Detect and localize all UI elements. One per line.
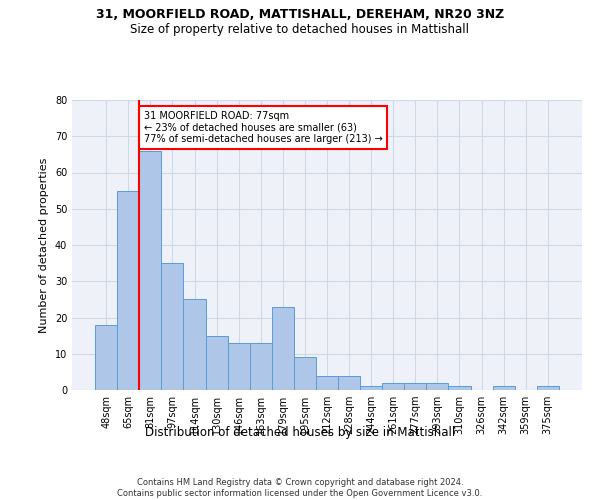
Text: Distribution of detached houses by size in Mattishall: Distribution of detached houses by size …: [145, 426, 455, 439]
Bar: [95, 325, 117, 390]
Y-axis label: Number of detached properties: Number of detached properties: [39, 158, 49, 332]
Bar: [139, 151, 161, 390]
Bar: [117, 190, 139, 390]
Bar: [448, 386, 470, 390]
Bar: [537, 386, 559, 390]
Bar: [382, 383, 404, 390]
Text: 31, MOORFIELD ROAD, MATTISHALL, DEREHAM, NR20 3NZ: 31, MOORFIELD ROAD, MATTISHALL, DEREHAM,…: [96, 8, 504, 20]
Text: Size of property relative to detached houses in Mattishall: Size of property relative to detached ho…: [131, 22, 470, 36]
Bar: [316, 376, 338, 390]
Bar: [250, 343, 272, 390]
Text: 31 MOORFIELD ROAD: 77sqm
← 23% of detached houses are smaller (63)
77% of semi-d: 31 MOORFIELD ROAD: 77sqm ← 23% of detach…: [144, 111, 383, 144]
Bar: [161, 263, 184, 390]
Bar: [184, 300, 206, 390]
Bar: [404, 383, 427, 390]
Bar: [227, 343, 250, 390]
Bar: [427, 383, 448, 390]
Bar: [294, 358, 316, 390]
Bar: [493, 386, 515, 390]
Text: Contains HM Land Registry data © Crown copyright and database right 2024.
Contai: Contains HM Land Registry data © Crown c…: [118, 478, 482, 498]
Bar: [360, 386, 382, 390]
Bar: [206, 336, 227, 390]
Bar: [338, 376, 360, 390]
Bar: [272, 306, 294, 390]
